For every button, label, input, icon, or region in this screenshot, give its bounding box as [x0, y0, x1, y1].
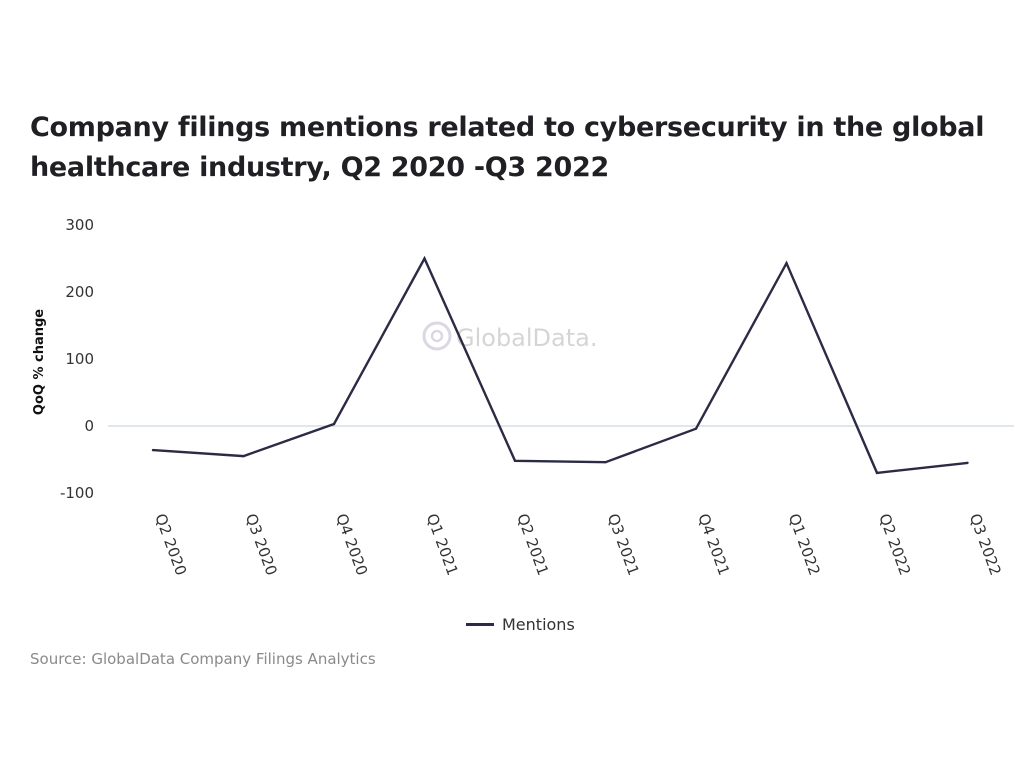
y-tick-label: 300 — [65, 216, 94, 234]
data-point — [423, 257, 426, 260]
x-tick-label: Q2 2022 — [875, 511, 914, 578]
globaldata-watermark-logo: GlobalData. — [422, 321, 598, 352]
data-point — [332, 422, 336, 426]
x-tick-label: Q2 2021 — [513, 511, 552, 578]
x-tick-label: Q3 2021 — [604, 511, 643, 578]
watermark-text: GlobalData. — [456, 324, 598, 352]
x-tick-label: Q1 2021 — [423, 511, 462, 578]
data-point — [604, 460, 607, 464]
y-axis: 300 200 100 0 -100 — [60, 216, 94, 502]
data-point — [513, 459, 517, 463]
x-tick-label: Q4 2020 — [332, 511, 371, 578]
data-point — [785, 261, 788, 265]
x-tick-label: Q3 2022 — [966, 511, 1005, 578]
series-group — [151, 255, 969, 475]
data-point — [966, 461, 969, 465]
legend-label-mentions: Mentions — [502, 614, 575, 634]
data-point — [242, 454, 245, 458]
x-tick-label: Q4 2021 — [694, 511, 733, 578]
data-point — [694, 427, 698, 430]
y-tick-label: -100 — [60, 484, 94, 502]
chart-title: Company filings mentions related to cybe… — [30, 112, 985, 183]
legend: Mentions — [466, 613, 575, 635]
x-axis: Q2 2020 Q3 2020 Q4 2020 Q1 2021 Q2 2021 Q3 20… — [151, 511, 1004, 578]
x-tick-label: Q1 2022 — [785, 511, 824, 578]
data-point — [151, 448, 155, 452]
series-line-mentions — [152, 255, 968, 475]
data-point — [875, 471, 879, 475]
source-note: Source: GlobalData Company Filings Analy… — [30, 650, 376, 668]
y-tick-label: 0 — [84, 417, 94, 435]
legend-swatch — [466, 622, 494, 626]
y-tick-label: 100 — [65, 350, 94, 368]
y-axis-label: QoQ % change — [32, 309, 47, 415]
x-tick-label: Q2 2020 — [151, 511, 190, 578]
x-tick-label: Q3 2020 — [242, 511, 281, 578]
y-tick-label: 200 — [65, 283, 94, 301]
